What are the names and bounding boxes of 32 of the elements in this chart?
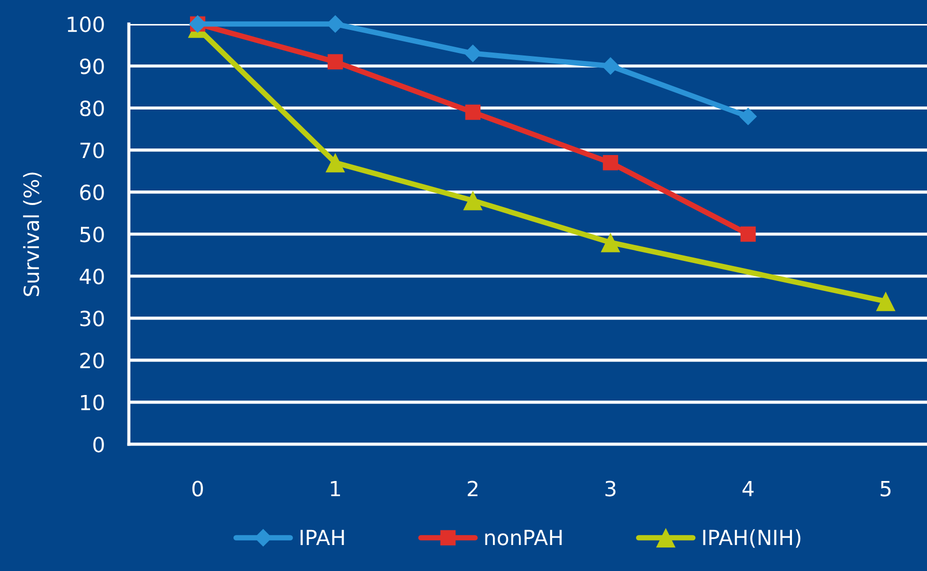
point <box>602 57 620 75</box>
y-tick-label: 90 <box>80 58 104 74</box>
y-tick-label: 0 <box>93 436 104 452</box>
point <box>876 292 896 312</box>
point <box>740 226 756 242</box>
y-tick-label: 70 <box>80 142 104 158</box>
y-tick-label: 40 <box>80 268 104 284</box>
x-tick-label: 4 <box>742 480 754 496</box>
x-tick-label: 1 <box>330 480 340 496</box>
point <box>463 190 483 210</box>
x-tick-label: 5 <box>880 480 891 496</box>
point <box>739 108 757 126</box>
y-tick-label: 20 <box>80 352 104 368</box>
point <box>600 232 620 252</box>
point <box>602 155 618 170</box>
y-axis-title: Survival (%) <box>23 172 42 296</box>
point <box>328 54 343 70</box>
legend-label: IPAH(NIH) <box>703 529 800 548</box>
y-tick-label: 30 <box>80 310 104 326</box>
y-tick-label: 60 <box>80 184 104 200</box>
point <box>465 104 481 120</box>
legend-label: nonPAH <box>485 530 562 546</box>
y-tick-label: 50 <box>80 226 104 242</box>
x-tick-label: 0 <box>192 480 203 496</box>
point <box>464 44 482 62</box>
y-tick-label: 100 <box>68 16 104 32</box>
x-tick-label: 3 <box>605 480 616 496</box>
legend-label: IPAH <box>300 530 344 546</box>
point <box>326 152 345 172</box>
x-tick-label: 2 <box>468 480 478 496</box>
y-tick-label: 80 <box>80 100 104 116</box>
y-tick-label: 10 <box>81 394 104 410</box>
